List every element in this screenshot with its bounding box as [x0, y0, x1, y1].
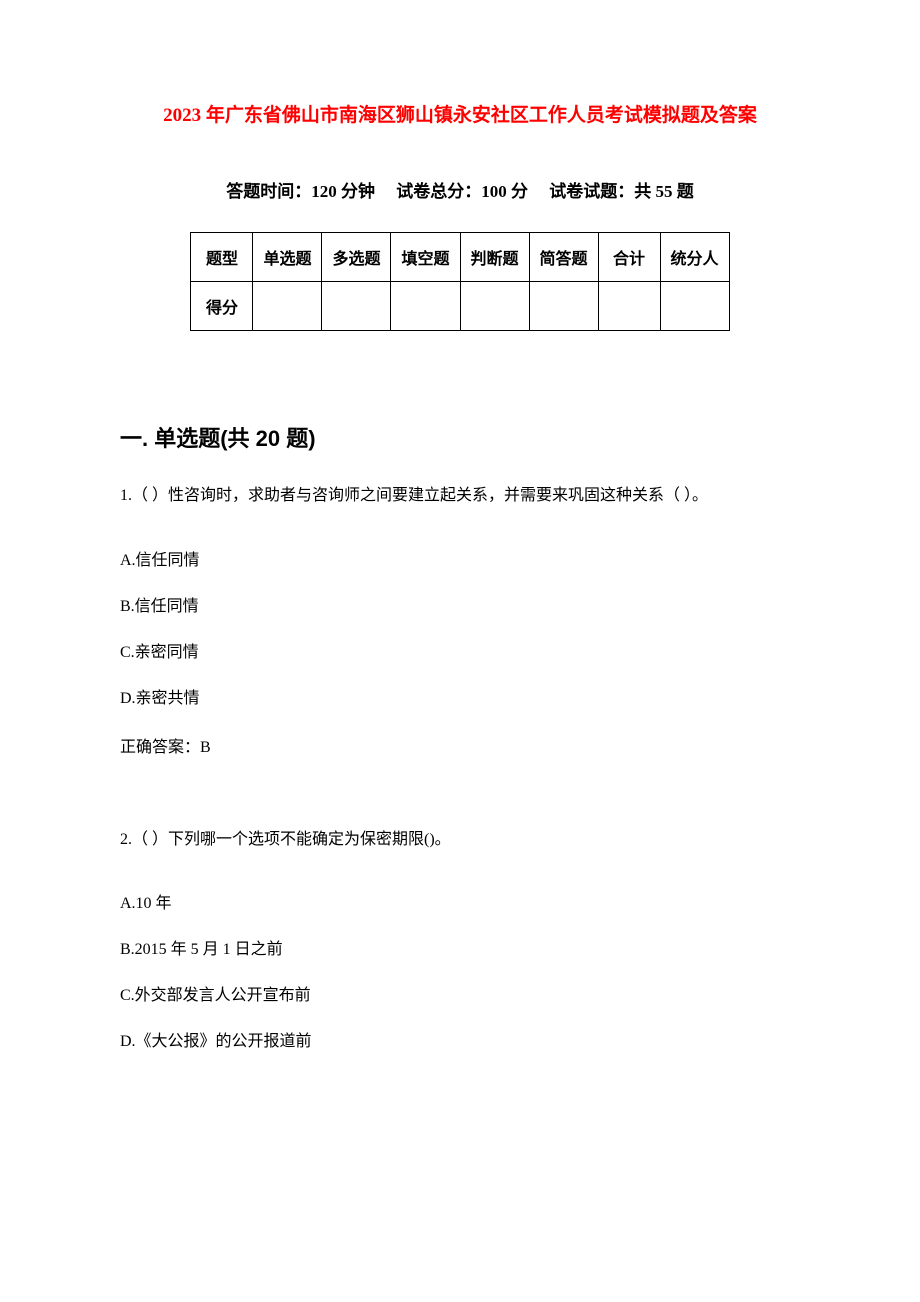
exam-info-line: 答题时间：120 分钟 试卷总分：100 分 试卷试题：共 55 题 — [120, 177, 800, 202]
document-title: 2023 年广东省佛山市南海区狮山镇永安社区工作人员考试模拟题及答案 — [120, 100, 800, 127]
score-table: 题型 单选题 多选题 填空题 判断题 简答题 合计 统分人 得分 — [190, 232, 729, 331]
question-2: 2.（ ）下列哪一个选项不能确定为保密期限()。 A.10 年 B.2015 年… — [120, 827, 800, 1055]
section-1-heading: 一. 单选题(共 20 题) — [120, 421, 800, 453]
score-cell-empty — [253, 282, 322, 331]
question-1-answer: 正确答案：B — [120, 733, 800, 757]
header-cell-fill: 填空题 — [391, 233, 460, 282]
question-count-label: 试卷试题： — [549, 182, 634, 201]
question-1-option-b: B.信任同情 — [120, 595, 800, 619]
question-2-option-d: D.《大公报》的公开报道前 — [120, 1030, 800, 1054]
question-2-option-c: C.外交部发言人公开宣布前 — [120, 984, 800, 1008]
question-2-option-a: A.10 年 — [120, 892, 800, 916]
table-score-row: 得分 — [191, 282, 729, 331]
header-cell-judge: 判断题 — [460, 233, 529, 282]
header-cell-total: 合计 — [598, 233, 660, 282]
header-cell-multi: 多选题 — [322, 233, 391, 282]
header-cell-single: 单选题 — [253, 233, 322, 282]
total-score-value: 100 分 — [481, 182, 528, 201]
header-cell-short: 简答题 — [529, 233, 598, 282]
score-cell-empty — [460, 282, 529, 331]
question-2-text: 2.（ ）下列哪一个选项不能确定为保密期限()。 — [120, 827, 800, 853]
answer-label: 正确答案： — [120, 739, 200, 756]
score-cell-empty — [598, 282, 660, 331]
answer-value: B — [200, 739, 211, 756]
header-cell-scorer: 统分人 — [660, 233, 729, 282]
score-row-label: 得分 — [191, 282, 253, 331]
question-count-value: 共 55 题 — [634, 182, 694, 201]
question-1: 1.（ ）性咨询时，求助者与咨询师之间要建立起关系，并需要来巩固这种关系（ ）。… — [120, 483, 800, 757]
score-cell-empty — [660, 282, 729, 331]
time-value: 120 分钟 — [311, 182, 375, 201]
question-1-option-d: D.亲密共情 — [120, 687, 800, 711]
total-score-label: 试卷总分： — [396, 182, 481, 201]
score-cell-empty — [391, 282, 460, 331]
question-1-text: 1.（ ）性咨询时，求助者与咨询师之间要建立起关系，并需要来巩固这种关系（ ）。 — [120, 483, 800, 509]
question-1-option-c: C.亲密同情 — [120, 641, 800, 665]
question-1-option-a: A.信任同情 — [120, 549, 800, 573]
table-header-row: 题型 单选题 多选题 填空题 判断题 简答题 合计 统分人 — [191, 233, 729, 282]
score-cell-empty — [529, 282, 598, 331]
question-2-option-b: B.2015 年 5 月 1 日之前 — [120, 938, 800, 962]
score-cell-empty — [322, 282, 391, 331]
header-cell-type: 题型 — [191, 233, 253, 282]
time-label: 答题时间： — [226, 182, 311, 201]
